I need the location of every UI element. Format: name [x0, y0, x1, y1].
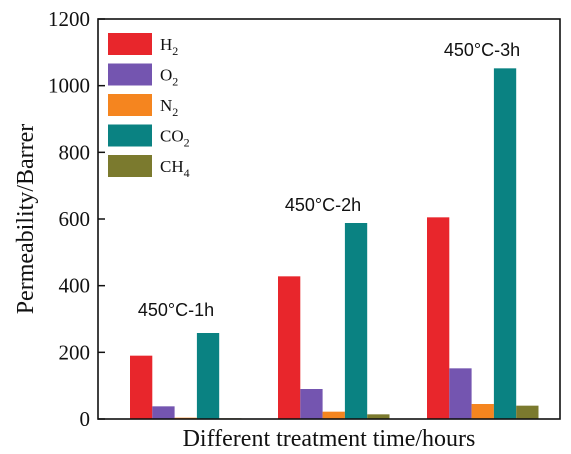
- legend-label-o2: O2: [160, 66, 178, 89]
- legend-label-subscript: 2: [172, 105, 178, 119]
- bar-n2-group-3: [471, 404, 494, 419]
- legend-label-main: H: [160, 35, 172, 54]
- y-axis-ticks: 0 200 400 600 800 1000 1200: [48, 7, 105, 431]
- legend-label-main: N: [160, 96, 172, 115]
- y-tick-label: 200: [59, 340, 91, 364]
- y-tick-label: 1200: [48, 7, 90, 31]
- legend-swatch-h2: [108, 33, 152, 55]
- legend-label-h2: H2: [160, 35, 178, 58]
- annotations-layer: 450°C-1h 450°C-2h 450°C-3h: [138, 40, 520, 320]
- group-annotation: 450°C-3h: [444, 40, 520, 60]
- bar-co2-group-1: [196, 333, 220, 419]
- group-annotation: 450°C-2h: [285, 195, 361, 215]
- legend-swatch-o2: [108, 63, 152, 86]
- y-tick-label: 600: [59, 207, 91, 231]
- x-axis-label: Different treatment time/hours: [183, 426, 476, 452]
- bar-o2-group-1: [152, 406, 175, 419]
- legend-swatch-ch4: [108, 155, 152, 177]
- bar-o2-group-2: [300, 389, 323, 419]
- legend-label-subscript: 2: [172, 75, 178, 89]
- bar-n2-group-2: [322, 411, 345, 419]
- legend-swatch-co2: [108, 124, 152, 147]
- legend-label-subscript: 4: [184, 166, 190, 180]
- legend-swatch-n2: [108, 94, 152, 116]
- bar-co2-group-3: [493, 68, 517, 419]
- bars-layer: [130, 68, 539, 420]
- bar-h2-group-1: [130, 355, 153, 419]
- legend-label-n2: N2: [160, 96, 178, 119]
- legend-label-ch4: CH4: [160, 157, 190, 180]
- bar-o2-group-3: [449, 368, 472, 419]
- y-tick-label: 1000: [48, 74, 90, 98]
- legend-label-co2: CO2: [160, 127, 190, 150]
- y-tick-label: 0: [80, 407, 91, 431]
- legend-label-main: CH: [160, 157, 184, 176]
- y-axis-label: Permeability/Barrer: [13, 124, 39, 315]
- bar-co2-group-2: [344, 223, 368, 419]
- y-tick-label: 800: [59, 140, 91, 164]
- legend-label-main: CO: [160, 127, 184, 146]
- bar-h2-group-2: [278, 276, 301, 419]
- legend-label-main: O: [160, 66, 172, 85]
- legend-label-subscript: 2: [184, 136, 190, 150]
- bar-ch4-group-3: [516, 405, 539, 419]
- group-annotation: 450°C-1h: [138, 300, 214, 320]
- bar-h2-group-3: [427, 217, 450, 419]
- bar-ch4-group-2: [367, 414, 390, 419]
- legend-label-subscript: 2: [172, 44, 178, 58]
- y-tick-label: 400: [59, 274, 91, 298]
